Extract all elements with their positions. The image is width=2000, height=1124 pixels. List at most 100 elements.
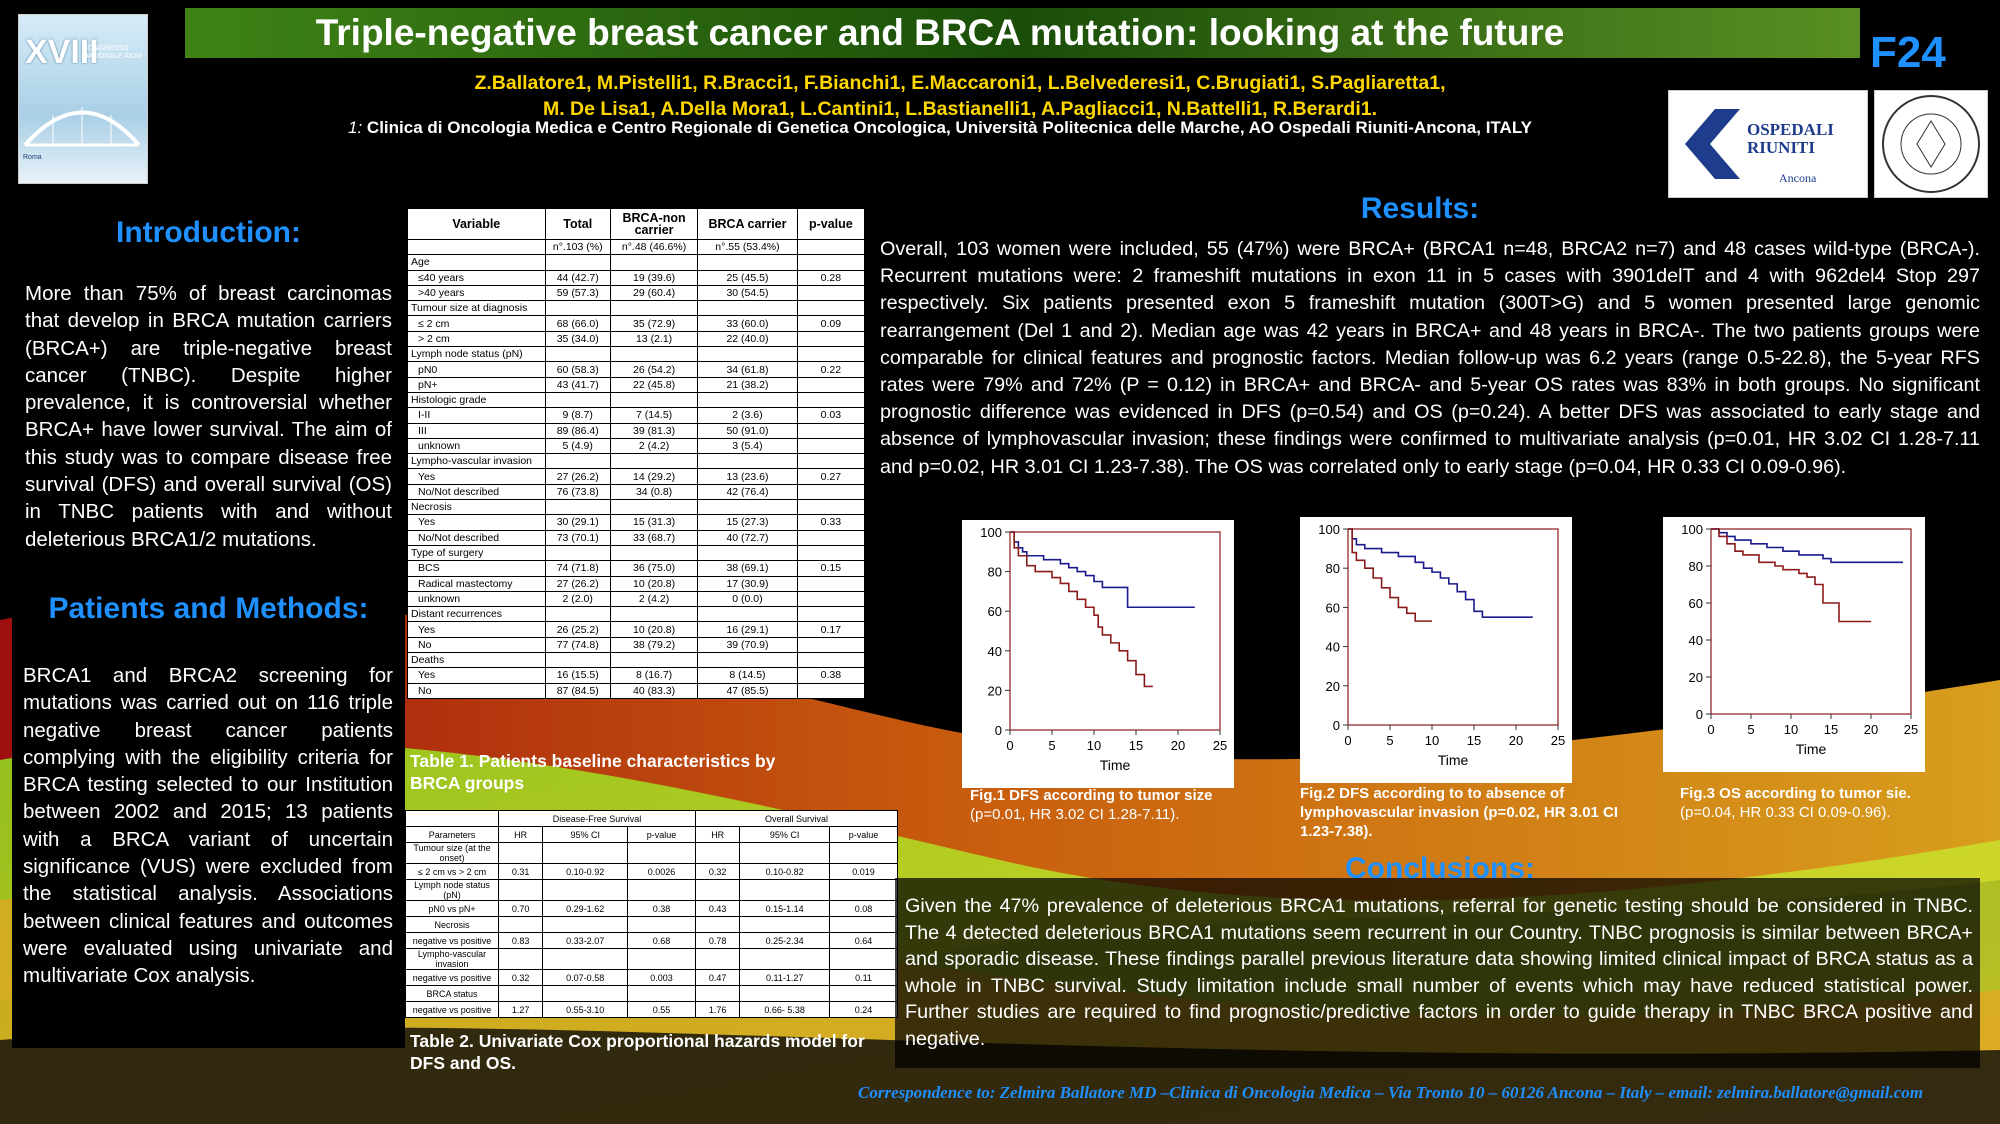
x-tick-label: 0 (1707, 722, 1714, 737)
figure-2-caption-bold: Fig.2 DFS according to to absence of lym… (1300, 785, 1619, 840)
survival-curve-series-2 (1010, 531, 1153, 688)
table-cell (796, 483, 866, 501)
table-cell: Yes (407, 667, 546, 684)
y-tick-label: 100 (980, 525, 1002, 540)
table-row: I-II 9 (8.7) 7 (14.5) 2 (3.6) 0.03 (407, 407, 866, 424)
table-1-subheader (796, 238, 866, 256)
table-2-header: p-value (627, 826, 697, 843)
table-row: Yes 16 (15.5) 8 (16.7) 8 (14.5) 0.38 (407, 667, 866, 684)
y-tick-label: 40 (1326, 640, 1340, 655)
table-cell: ≤ 2 cm vs > 2 cm (405, 863, 499, 880)
table-cell: 0.0026 (627, 863, 697, 880)
table-cell: 1.76 (695, 1001, 741, 1018)
y-tick-label: 20 (1689, 670, 1703, 685)
table-cell (796, 437, 866, 455)
table-cell: No/Not described (407, 483, 546, 501)
table-cell: 22 (40.0) (697, 330, 798, 348)
table-cell: Tumour size (at the onset) (405, 842, 499, 864)
table-cell: 13 (2.1) (609, 330, 699, 348)
table-cell (697, 652, 798, 669)
table-cell (739, 842, 830, 864)
table-cell (609, 544, 699, 562)
table-cell (544, 606, 611, 623)
bridge-icon (23, 107, 141, 147)
survival-curve-series-2 (1711, 528, 1871, 623)
table-cell (544, 499, 611, 516)
table-2-container: Disease-Free Survival Overall Survival P… (405, 810, 899, 1018)
table-2-group-header-row: Disease-Free Survival Overall Survival (405, 810, 898, 827)
table-cell (697, 391, 798, 409)
figure-1-caption: Fig.1 DFS according to tumor size (p=0.0… (970, 786, 1260, 824)
table-cell: ≤ 2 cm (407, 315, 546, 332)
table-cell: 2 (3.6) (697, 407, 798, 424)
table-cell: 0.09 (796, 315, 866, 332)
table-cell: 0.29-1.62 (542, 900, 629, 917)
table-cell: negative vs positive (405, 1001, 499, 1018)
table-cell: 44 (42.7) (544, 269, 611, 286)
table-2-header: Parameters (405, 826, 499, 843)
figure-1-caption-bold: Fig.1 DFS according to tumor size (970, 787, 1213, 804)
table-cell: 15 (27.3) (697, 514, 798, 531)
table-cell: Lympho-vascular invasion (405, 948, 499, 970)
table-2-group-header (405, 810, 499, 827)
table-cell (544, 346, 611, 363)
survival-curve-series-1 (1348, 528, 1533, 618)
x-tick-label: 10 (1087, 738, 1101, 753)
table-cell: Yes (407, 621, 546, 638)
results-title: Results: (1360, 192, 1480, 225)
table-row: Lympho-vascular invasion (405, 948, 899, 970)
table-cell: 0.07-0.58 (542, 969, 629, 986)
table-cell (544, 652, 611, 669)
x-tick-label: 5 (1386, 733, 1393, 748)
table-1-header-row: Variable Total BRCA-non carrier BRCA car… (407, 208, 866, 240)
affiliation: 1: Clinica di Oncologia Medica e Centro … (200, 118, 1680, 138)
table-cell (609, 453, 699, 470)
survival-curve-series-1 (1010, 531, 1195, 609)
table-row: Deaths (407, 652, 866, 669)
conclusions-text: Given the 47% prevalence of deleterious … (905, 895, 1973, 1050)
table-cell: unknown (407, 590, 546, 608)
y-tick-label: 80 (1689, 559, 1703, 574)
table-2-group-header: Overall Survival (695, 810, 898, 827)
table-cell: 0.10-0.82 (739, 863, 830, 880)
table-cell (796, 346, 866, 363)
x-axis-label: Time (1796, 741, 1827, 757)
table-cell (609, 606, 699, 623)
table-cell (739, 916, 830, 933)
results-text: Overall, 103 women were included, 55 (47… (880, 238, 1980, 478)
table-cell (796, 590, 866, 608)
table-row: Yes 27 (26.2) 14 (29.2) 13 (23.6) 0.27 (407, 468, 866, 485)
table-row: No/Not described 76 (73.8) 34 (0.8) 42 (76.… (407, 483, 866, 501)
y-tick-label: 100 (1318, 522, 1340, 537)
table-cell: 2 (4.2) (609, 590, 699, 608)
table-cell: 0.78 (695, 932, 741, 949)
table-cell: 42 (76.4) (697, 483, 798, 501)
table-row: BCS 74 (71.8) 36 (75.0) 38 (69.1) 0.15 (407, 560, 866, 577)
plot-frame (1347, 528, 1559, 726)
table-cell: pN+ (407, 376, 546, 393)
table-cell: 27 (26.2) (544, 468, 611, 485)
hospital-name: OSPEDALI RIUNITI (1747, 120, 1834, 157)
table-2-caption: Table 2. Univariate Cox proportional haz… (410, 1031, 865, 1073)
affiliation-prefix: 1: (348, 118, 363, 137)
x-tick-label: 10 (1425, 733, 1439, 748)
table-1-caption: Table 1. Patients baseline characteristi… (410, 751, 776, 793)
table-row: Lymph node status (pN) (405, 879, 899, 901)
table-cell (796, 682, 866, 699)
congress-numeral: XVIII (25, 33, 99, 71)
table-cell: 21 (38.2) (697, 376, 798, 393)
table-cell: BCS (407, 560, 546, 577)
table-cell (609, 346, 699, 363)
table-cell: No (407, 636, 546, 654)
table-cell: 77 (74.8) (544, 636, 611, 654)
table-cell: 0.64 (828, 932, 899, 949)
methods-text: BRCA1 and BRCA2 screening for mutations … (23, 664, 393, 988)
table-cell (695, 985, 741, 1002)
figure-3-chart: 0 20 40 60 80 100 0 5 10 15 20 25 Time (1681, 522, 1918, 757)
table-cell (697, 300, 798, 317)
table-cell: 0.33 (796, 514, 866, 531)
y-tick-label: 20 (988, 683, 1002, 698)
table-1-subheader: n°.103 (%) (544, 238, 611, 256)
x-tick-label: 15 (1824, 722, 1838, 737)
y-tick-label: 0 (1696, 707, 1703, 722)
